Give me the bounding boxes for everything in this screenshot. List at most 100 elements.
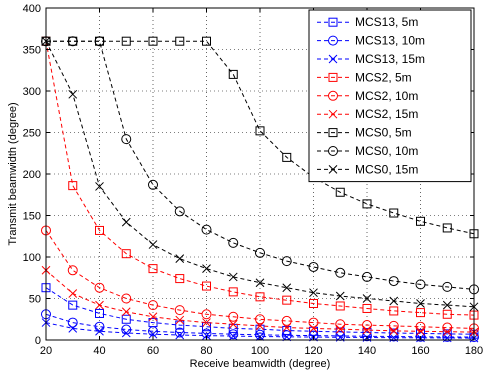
data-point: [255, 321, 265, 331]
data-point: [362, 294, 372, 303]
series-line: [45, 313, 475, 338]
data-point: [282, 325, 292, 335]
y-tick-label: 300: [23, 86, 41, 98]
data-point: [255, 247, 265, 258]
data-point: [148, 179, 158, 190]
legend-label: MCS2, 5m: [355, 70, 412, 84]
data-point: [175, 320, 185, 330]
data-point: [148, 36, 158, 46]
data-point: [309, 288, 318, 298]
legend-marker: [328, 17, 338, 27]
data-point: [121, 307, 131, 317]
data-point: [148, 264, 158, 274]
data-point: [202, 331, 211, 340]
data-point: [202, 281, 211, 291]
data-point: [202, 318, 211, 327]
data-point: [281, 315, 292, 326]
data-point: [388, 331, 399, 342]
data-point: [389, 306, 399, 316]
data-point: [228, 329, 239, 340]
data-point: [335, 187, 345, 197]
series-5: [41, 265, 479, 337]
data-point: [335, 301, 345, 311]
data-point: [94, 282, 105, 293]
data-point: [67, 265, 78, 276]
data-point: [202, 264, 211, 273]
x-tick-label: 180: [465, 345, 483, 357]
data-point: [282, 295, 292, 305]
data-point: [388, 276, 399, 287]
data-point: [309, 324, 318, 333]
y-tick-label: 0: [35, 335, 41, 347]
data-point: [175, 315, 185, 325]
x-tick-label: 120: [304, 345, 322, 357]
data-point: [228, 272, 238, 282]
legend: MCS13, 5m MCS13, 10m MCS13, 15m MCS2, 5m MCS…: [308, 9, 472, 183]
data-point: [282, 152, 292, 162]
data-point: [201, 224, 212, 235]
data-point: [148, 240, 158, 249]
data-point: [362, 331, 372, 342]
ticks: 20 40 60 80 100 120 140 160 180 0 50 100 150 200 250 30…: [23, 3, 484, 357]
data-point: [201, 309, 212, 320]
data-point: [255, 292, 265, 302]
data-point: [175, 330, 185, 340]
data-point: [174, 206, 185, 217]
series-line: [45, 287, 475, 335]
data-point: [389, 296, 399, 306]
data-point: [67, 36, 78, 47]
data-point: [175, 274, 185, 284]
legend-label: MCS13, 10m: [355, 34, 425, 48]
data-point: [148, 300, 158, 311]
data-point: [148, 329, 158, 339]
legend-marker: [328, 146, 338, 156]
data-point: [442, 281, 453, 292]
legend-label: MCS2, 10m: [355, 89, 418, 103]
data-point: [228, 69, 238, 79]
data-point: [415, 279, 426, 290]
data-point: [389, 326, 399, 336]
series-line: [46, 40, 475, 290]
data-point: [95, 308, 104, 318]
data-point: [121, 328, 131, 338]
y-axis-label: Transmit beamwidth (degree): [7, 102, 19, 245]
data-point: [95, 225, 104, 235]
legend-marker: [328, 90, 338, 101]
data-point: [281, 256, 292, 267]
data-point: [362, 325, 372, 335]
series-line: [46, 40, 475, 235]
data-point: [415, 331, 426, 342]
data-point: [121, 293, 132, 304]
data-point: [174, 327, 185, 338]
x-tick-label: 140: [358, 345, 376, 357]
data-point: [121, 134, 132, 145]
data-point: [228, 237, 239, 248]
legend-marker: [328, 72, 338, 82]
data-point: [416, 326, 425, 336]
y-tick-label: 350: [23, 45, 41, 57]
legend-label: MCS13, 15m: [355, 52, 425, 66]
legend-marker: [328, 109, 338, 119]
data-point: [202, 36, 211, 46]
legend-box: [308, 9, 472, 183]
data-point: [442, 327, 452, 337]
series-8: [41, 36, 479, 312]
y-tick-label: 100: [23, 252, 41, 264]
data-point: [68, 181, 78, 191]
x-tick-label: 80: [200, 345, 212, 357]
data-point: [228, 311, 239, 322]
data-point: [121, 249, 131, 259]
x-tick-label: 100: [251, 345, 269, 357]
series-line: [45, 41, 475, 316]
legend-label: MCS0, 15m: [355, 162, 418, 176]
data-point: [416, 299, 425, 308]
legend-label: MCS2, 15m: [355, 107, 418, 121]
data-point: [362, 271, 372, 282]
legend-marker: [328, 54, 338, 64]
data-point: [175, 254, 185, 264]
data-point: [228, 287, 238, 297]
data-point: [68, 324, 78, 333]
legend-marker: [328, 128, 338, 138]
data-point: [95, 326, 104, 336]
